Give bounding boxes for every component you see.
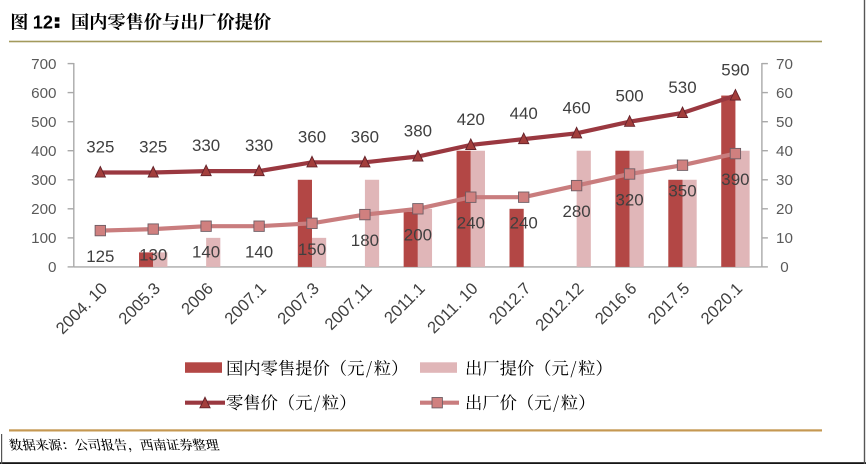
svg-text:140: 140 <box>192 243 220 262</box>
svg-text:10: 10 <box>776 230 793 247</box>
svg-text:400: 400 <box>31 143 56 160</box>
svg-text:150: 150 <box>298 240 326 259</box>
svg-text:200: 200 <box>404 225 432 244</box>
svg-text:20: 20 <box>776 201 793 218</box>
svg-text:420: 420 <box>457 110 485 129</box>
svg-text:125: 125 <box>86 247 114 266</box>
svg-text:700: 700 <box>31 56 56 73</box>
svg-text:320: 320 <box>616 191 644 210</box>
svg-text:325: 325 <box>86 138 114 157</box>
svg-text:300: 300 <box>31 172 56 189</box>
svg-text:590: 590 <box>721 61 749 80</box>
svg-text:530: 530 <box>668 78 696 97</box>
svg-text:240: 240 <box>510 214 538 233</box>
svg-text:280: 280 <box>563 202 591 221</box>
svg-text:70: 70 <box>776 56 793 73</box>
svg-text:240: 240 <box>457 214 485 233</box>
svg-text:460: 460 <box>563 98 591 117</box>
svg-text:330: 330 <box>245 136 273 155</box>
svg-text:360: 360 <box>351 127 379 146</box>
svg-text:600: 600 <box>31 85 56 102</box>
svg-text:390: 390 <box>721 170 749 189</box>
svg-text:350: 350 <box>668 182 696 201</box>
svg-text:180: 180 <box>351 231 379 250</box>
svg-text:200: 200 <box>31 201 56 218</box>
svg-text:140: 140 <box>245 243 273 262</box>
svg-text:30: 30 <box>776 172 793 189</box>
svg-text:0: 0 <box>780 259 788 276</box>
svg-text:325: 325 <box>139 138 167 157</box>
svg-text:500: 500 <box>616 87 644 106</box>
svg-text:100: 100 <box>31 230 56 247</box>
svg-text:40: 40 <box>776 143 793 160</box>
svg-text:60: 60 <box>776 85 793 102</box>
svg-text:380: 380 <box>404 122 432 141</box>
svg-text:500: 500 <box>31 114 56 131</box>
svg-text:12: 12 <box>33 12 53 32</box>
svg-text:130: 130 <box>139 246 167 265</box>
svg-text:0: 0 <box>48 259 56 276</box>
svg-text:360: 360 <box>298 127 326 146</box>
svg-text:440: 440 <box>510 104 538 123</box>
svg-text:330: 330 <box>192 136 220 155</box>
svg-text:50: 50 <box>776 114 793 131</box>
